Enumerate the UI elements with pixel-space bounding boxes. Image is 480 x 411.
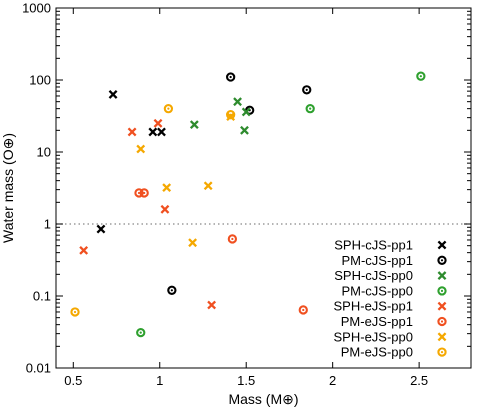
- legend-label: PM-eJS-pp1: [341, 314, 413, 329]
- x-axis-ticks: 0.5 1 1.5 2 2.5: [64, 8, 428, 388]
- legend-label: PM-cJS-pp0: [341, 283, 413, 298]
- legend-marker: [437, 286, 447, 296]
- data-point: [139, 188, 149, 198]
- data-point: [162, 183, 172, 193]
- data-point: [96, 224, 106, 234]
- y-tick-label: 1: [44, 217, 51, 232]
- legend-label: SPH-eJS-pp1: [334, 299, 413, 314]
- data-point: [70, 307, 80, 317]
- data-point: [241, 107, 251, 117]
- data-point: [207, 300, 217, 310]
- y-tick-label: 0.1: [33, 289, 51, 304]
- legend-label: SPH-eJS-pp0: [334, 329, 413, 344]
- y-axis-label: Water mass (O⊕): [0, 133, 16, 243]
- data-point: [163, 104, 174, 114]
- data-point: [127, 127, 137, 137]
- legend-marker: [437, 271, 447, 281]
- data-point: [188, 238, 198, 248]
- x-tick-label: 0.5: [64, 373, 82, 388]
- data-point: [225, 110, 236, 120]
- data-point: [167, 285, 177, 295]
- data-point: [108, 90, 118, 99]
- data-point: [157, 127, 166, 137]
- x-axis-label: Mass (M⊕): [228, 391, 298, 407]
- data-point: [240, 125, 249, 135]
- data-points-layer: [70, 71, 426, 338]
- data-point: [189, 120, 199, 130]
- y-axis-ticks: 0.01 0.1 1 10 100 1000: [22, 1, 471, 376]
- data-point: [148, 127, 158, 137]
- data-point: [160, 204, 170, 214]
- y-tick-label: 0.01: [26, 361, 51, 376]
- data-point: [226, 112, 236, 122]
- legend-marker: [437, 240, 447, 250]
- data-point: [227, 234, 238, 244]
- data-point: [136, 144, 146, 154]
- y-tick-label: 100: [29, 73, 51, 88]
- data-point: [79, 245, 89, 255]
- x-tick-label: 1.5: [237, 373, 255, 388]
- legend-marker: [437, 316, 447, 327]
- legend-marker: [437, 301, 447, 311]
- legend-marker: [437, 347, 447, 357]
- legend-marker: [437, 255, 447, 265]
- y-tick-label: 1000: [22, 1, 51, 16]
- data-point: [298, 305, 308, 315]
- data-point: [233, 97, 242, 107]
- data-point: [416, 71, 426, 81]
- plot-frame: [55, 7, 472, 369]
- x-tick-label: 2.5: [410, 373, 428, 388]
- data-point: [136, 327, 146, 338]
- data-point: [134, 188, 144, 198]
- data-point: [302, 85, 312, 95]
- legend-marker: [437, 332, 447, 342]
- legend: SPH-cJS-pp1PM-cJS-pp1SPH-cJS-pp0PM-cJS-p…: [334, 238, 447, 360]
- x-tick-label: 1: [156, 373, 163, 388]
- x-tick-label: 2: [329, 373, 336, 388]
- data-point: [305, 104, 315, 114]
- data-point: [203, 181, 213, 191]
- legend-label: PM-cJS-pp1: [341, 253, 413, 268]
- legend-label: SPH-cJS-pp1: [334, 238, 413, 253]
- y-tick-label: 10: [37, 145, 51, 160]
- data-point: [153, 118, 163, 128]
- legend-label: PM-eJS-pp0: [341, 345, 413, 360]
- data-point: [225, 72, 236, 82]
- legend-label: SPH-cJS-pp0: [334, 268, 413, 283]
